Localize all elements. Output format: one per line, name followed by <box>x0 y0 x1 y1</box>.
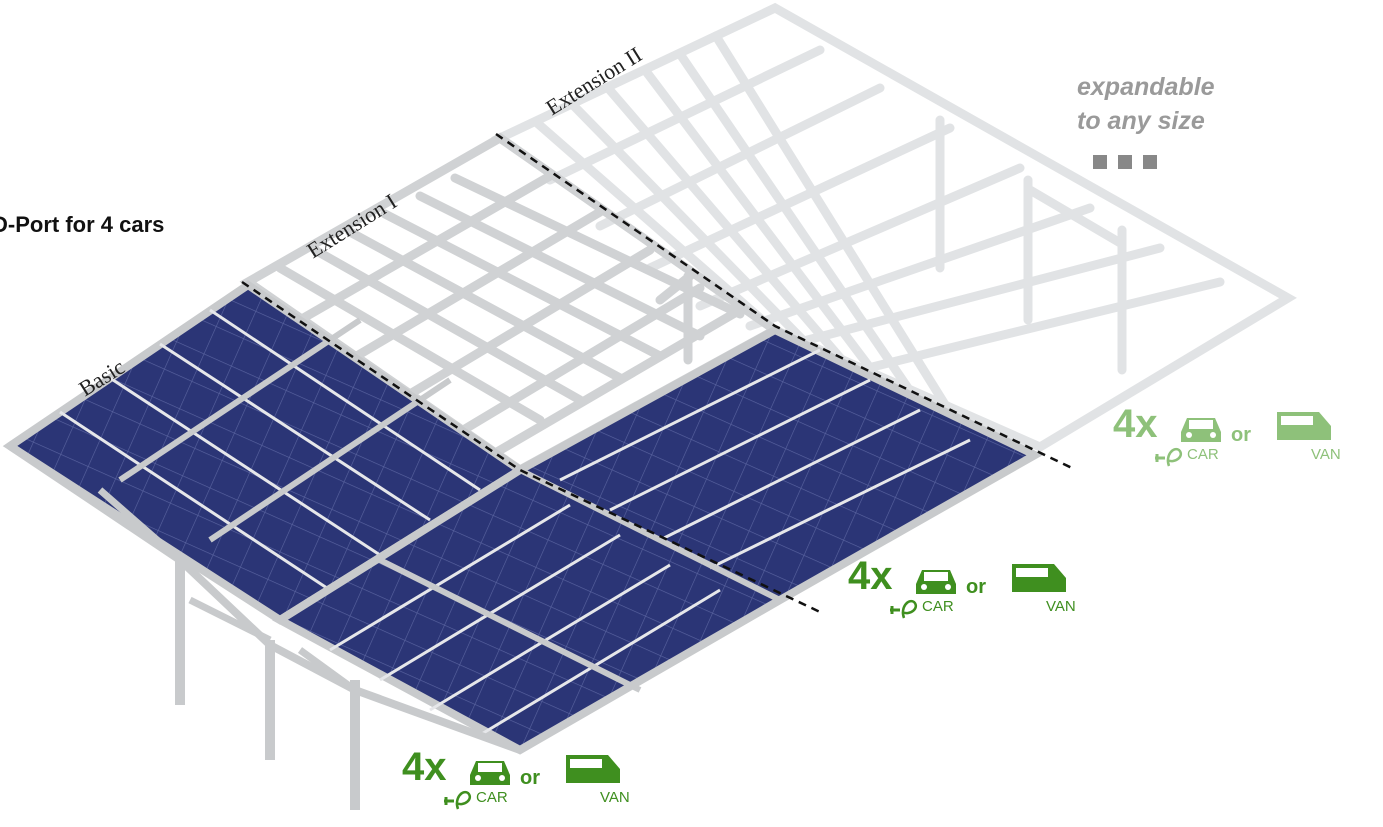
section-dividers <box>241 132 1073 614</box>
car-label: CAR <box>1187 446 1219 463</box>
ellipsis-dots <box>1093 155 1168 174</box>
car-icon <box>1181 418 1221 442</box>
capacity-multiplier: 4x <box>848 554 893 598</box>
or-text: or <box>966 576 986 598</box>
van-label: VAN <box>600 789 630 806</box>
van-icon <box>1012 564 1066 592</box>
capacity-badge-extension-2: 4x or CAR VAN <box>1113 400 1373 480</box>
van-label: VAN <box>1046 598 1076 615</box>
expandable-note: expandable to any size <box>1077 70 1215 138</box>
plug-e-icon <box>1155 447 1183 467</box>
car-label: CAR <box>476 789 508 806</box>
car-icon <box>916 570 956 594</box>
page-title: D-Port for 4 cars <box>0 212 165 237</box>
plug-e-icon <box>444 790 472 810</box>
capacity-multiplier: 4x <box>1113 402 1158 446</box>
van-label: VAN <box>1311 446 1341 463</box>
van-icon <box>1277 412 1331 440</box>
car-icon <box>470 761 510 785</box>
car-label: CAR <box>922 598 954 615</box>
capacity-badge-basic: 4x or CAR VAN <box>402 743 662 823</box>
plug-e-icon <box>890 599 918 619</box>
capacity-multiplier: 4x <box>402 745 447 789</box>
expandable-line-1: expandable <box>1077 73 1215 101</box>
support-posts <box>7 442 522 810</box>
van-icon <box>566 755 620 783</box>
capacity-badge-extension-1: 4x or CAR VAN <box>848 552 1108 632</box>
or-text: or <box>1231 424 1251 446</box>
expandable-line-2: to any size <box>1077 107 1205 135</box>
extension-1-frame <box>239 132 784 476</box>
or-text: or <box>520 767 540 789</box>
